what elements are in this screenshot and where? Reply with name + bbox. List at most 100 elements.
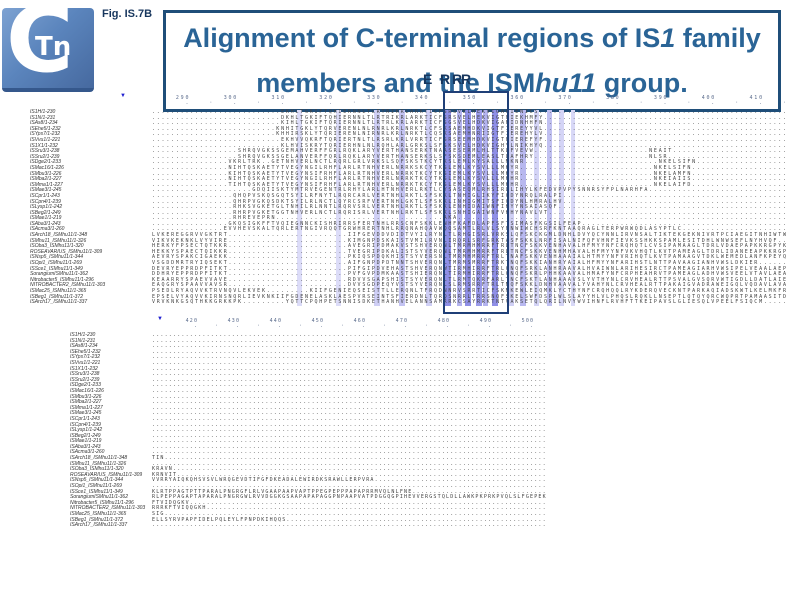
row-label: ISAba3/1-243 (30, 220, 61, 227)
sequence-row: DDHRYEPPRDPFITKT........................… (152, 271, 788, 278)
conserved-column-stripe (374, 110, 380, 306)
sequence-row: FTVIDQGKV...............................… (152, 499, 547, 506)
row-label: IS1X1/1-232 (30, 142, 58, 149)
conserved-column-stripe (445, 110, 451, 306)
row-label: ISBeg2/1-249 (70, 432, 101, 439)
motif-residue-R2: R (452, 71, 463, 87)
row-label: ISMae1/1-219 (30, 215, 62, 222)
sequence-row: VVRRYAIQKQHSVSVLWRQGEVDTIFGFDKEADALEWIRD… (152, 477, 547, 484)
row-label: ISOba3_ISMhu11/1-320 (70, 466, 124, 473)
sequence-row: ........................................… (152, 354, 547, 361)
row-label: ISEhe5/1-232 (30, 125, 61, 132)
row-label: ISMma1/1-227 (30, 181, 63, 188)
figure-label: Fig. IS.7B (102, 8, 153, 20)
sequence-row: VIKVKEKNKLVYVIRE........................… (152, 237, 788, 244)
title-line-2: members and the ISMhu11 group. (256, 67, 688, 98)
conserved-column-stripe (465, 110, 471, 306)
sequence-row: ........................................… (152, 376, 547, 383)
row-label: ISArch18_ISMhu11/1-348 (30, 232, 88, 239)
conserved-column-stripe (297, 110, 302, 306)
row-label: Nitrobacter5_ISMhu11/1-296 (30, 276, 94, 283)
row-label: ISNsp5_ISMhu11/1-344 (30, 254, 83, 261)
row-label: ISSce1_ISMhu11/1-349 (70, 488, 123, 495)
sequence-row: .................RHREVEPRN..............… (152, 215, 788, 222)
sequence-row: ELLSYRVPAPFIDELPQLEYLFPNPDKIHQQS........… (152, 516, 547, 523)
sequence-row: ........................................… (152, 393, 547, 400)
ctn-logo: C Tn (2, 0, 94, 92)
row-label: ISSru3/1-238 (30, 148, 60, 155)
row-label: ISCpn4/1-239 (30, 198, 61, 205)
sequence-row: ................NIHTQSKAETYTVEGYNGILRHFL… (152, 176, 788, 183)
row-label: ISSru2/1-239 (30, 153, 60, 160)
row-label: IS1X1/1-232 (70, 365, 98, 372)
row-label: ISMbu3/1-226 (70, 393, 102, 400)
sequence-row: ........................................… (152, 483, 547, 490)
row-label: ISMba2/1-227 (70, 399, 102, 406)
row-label: ISOpi1_ISMhu11/1-269 (70, 483, 122, 490)
sequence-row: ...........................KLHVISKRYTQRI… (152, 142, 788, 149)
row-label: ISOba3_ISMhu11/1-320 (30, 243, 84, 250)
sequence-row: ................NIHTQSKAETYTVEGYNGILRHFL… (152, 164, 788, 171)
conserved-column-stripe (399, 110, 405, 306)
ruler-marker-icon-2: ▼ (157, 316, 163, 322)
sequence-row: ..................SHRQVGKSSGEMAHVERFFGRL… (152, 148, 788, 155)
sequence-row: ........................................… (152, 421, 547, 428)
row-label: ISSce1_ISMhu11/1-349 (30, 265, 83, 272)
row-label: IS1H/1-230 (30, 109, 56, 115)
sequence-row: ........................................… (152, 387, 547, 394)
sequence-row: RLPEPPAGAPTAPARALPNGRGWLRVVDGGKGSAAPAPAP… (152, 494, 547, 501)
row-label: ISSru2/1-239 (70, 376, 100, 383)
motif-residue-R3: R (461, 71, 472, 87)
row-label: ISMac25_ISMhu11/1-365 (70, 511, 127, 517)
row-label: ISYps7/1-232 (30, 131, 61, 138)
sequence-row: ........................................… (152, 415, 547, 422)
sequence-row: ........................................… (152, 443, 547, 450)
conserved-column-stripe (547, 110, 552, 306)
sequence-row: ................KIHTQSKAETYTVEGYNSIFRHFL… (152, 170, 788, 177)
row-label: ISAs8/1-234 (30, 120, 58, 127)
sequence-row: EPSELVYAQVVKIRNSNQRLIEVKNKIIFGDENELASKLA… (152, 293, 788, 300)
row-label: ISArch17_ISMhu11/1-337 (70, 522, 128, 529)
row-label: ISBeg1_ISMhu11/1-372 (70, 516, 124, 523)
sequence-row: PSEDLRYAQVVKTRVNQVLEKVEK.........KIIFGEN… (152, 288, 788, 294)
sequence-row: .................QHQPVSKQSGQTSYILRFNYTLR… (152, 192, 788, 199)
sequence-row: ................GKQSIGKFFTVQIEGNNCKISHRI… (152, 220, 788, 227)
sequence-row: ...........................EKHVVQKRFTQRI… (152, 136, 788, 143)
row-label: NITROBACTER2_ISMhu11/1-303 (30, 282, 106, 289)
row-label: IS1H/1-230 (70, 332, 96, 338)
title-line-1: Alignment of C-terminal regions of IS1 f… (183, 23, 761, 53)
row-label: ISAba3/1-243 (70, 443, 101, 450)
sequence-row: VSGDDMRTRYIQSEKT........................… (152, 260, 788, 267)
sequence-row: .....................GDQIISKTYMTRVEGENTR… (152, 187, 788, 194)
conserved-column-stripe (492, 110, 498, 306)
ruler-block-2: 420 430 440 450 460 470 480 490 500 . · … (152, 318, 547, 329)
title-box: Alignment of C-terminal regions of IS1 f… (163, 10, 781, 112)
conserved-column-stripe (336, 110, 341, 306)
sequence-row: KRNVIT..................................… (152, 471, 547, 478)
row-label: ISMae3/1-245 (30, 187, 62, 194)
conserved-column-stripe (571, 110, 575, 306)
sequence-row: KEAARRYSPAEVVAVE........................… (152, 276, 788, 283)
conserved-column-stripe (559, 110, 564, 306)
sequence-row: HEKKYSPAECTQIKKR........................… (152, 248, 788, 255)
row-label: ROSEAVARIUS_ISMhu11/1-309 (30, 248, 103, 255)
row-label: ISVvu1/1-221 (70, 359, 101, 366)
logo-tn-glyph: Tn (35, 32, 72, 62)
alignment-block-1: ...........................EKHLTGKIFTQHI… (152, 109, 788, 306)
sequence-row: ..................SHRQVGKSSGELANVERFFQRL… (152, 153, 788, 160)
sequence-row: HERKYFPSECTQTKKR........................… (152, 243, 788, 250)
sequence-row: ........................................… (152, 449, 547, 456)
row-label: ISOpi1_ISMhu11/1-269 (30, 260, 82, 267)
row-label: ISMac25_ISMhu11/1-365 (30, 288, 87, 294)
sequence-row: ........................................… (152, 382, 547, 389)
sequence-row: .................QHRPVGKQSDKTSYILRLNCTLQ… (152, 198, 788, 205)
sequence-row: ................VKRLTRK..GETNHVERLNCTLRQ… (152, 159, 788, 166)
row-label: ISAs8/1-234 (70, 343, 98, 350)
row-label: ISYps7/1-232 (70, 354, 101, 361)
sequence-row: ........................................… (152, 365, 547, 372)
row-label: NITROBACTER2_ISMhu11/1-303 (70, 505, 146, 512)
logo-c-glyph: C (6, 0, 74, 93)
row-label: ISMbu3/1-226 (30, 170, 62, 177)
row-label: ISMac16/1-226 (70, 387, 104, 394)
sequence-row: TIN.....................................… (152, 455, 547, 462)
